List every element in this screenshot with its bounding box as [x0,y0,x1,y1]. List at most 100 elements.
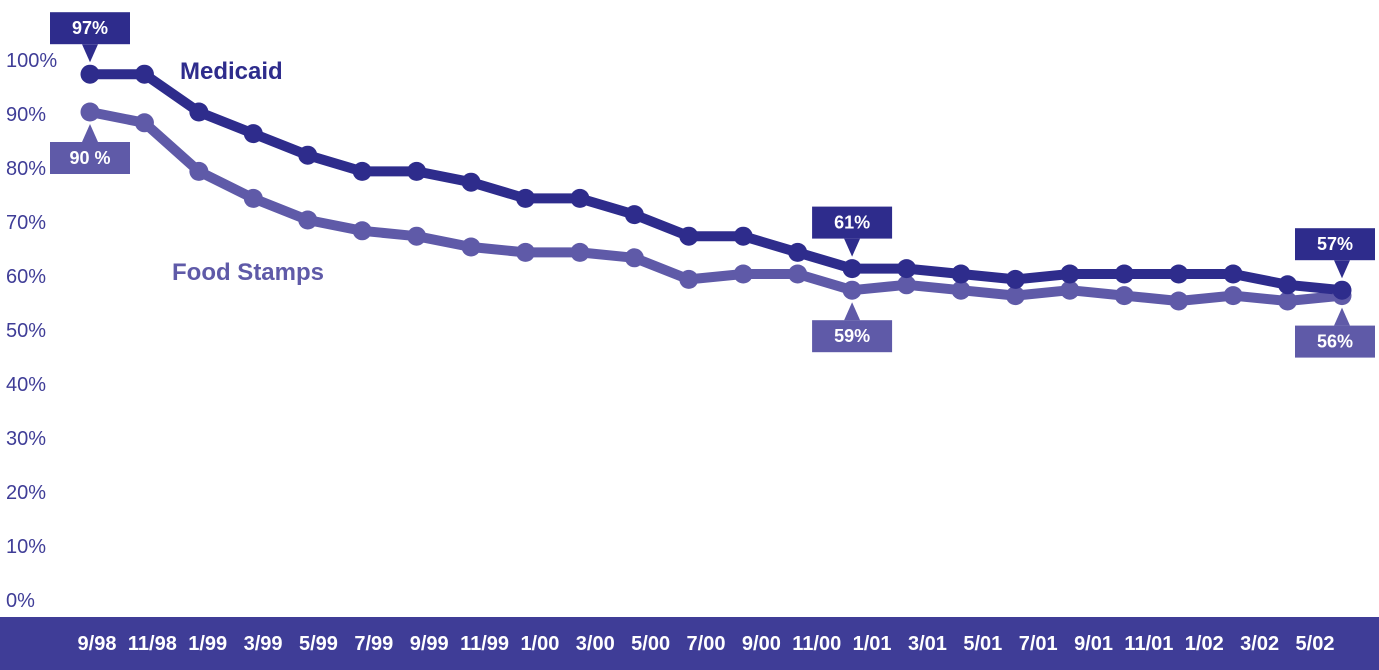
y-tick-label: 50% [6,320,46,342]
x-tick-label: 9/98 [78,633,117,655]
data-point [1223,264,1243,284]
series-label: Food Stamps [172,259,324,286]
data-point [298,145,318,165]
data-point [951,264,971,284]
callout-label: 57% [1317,234,1353,254]
data-point [189,102,209,122]
y-axis: 0% 10% 20% 30% 40% 50% 60% 70% 80% 90% 100% [6,50,57,612]
data-point [788,264,808,284]
data-point [134,64,154,84]
x-axis-bar [0,617,1379,670]
data-point [515,188,535,208]
data-point [679,226,699,246]
data-point [1005,269,1025,289]
callout-box [812,206,893,239]
y-tick-label: 100% [6,50,57,72]
data-point [1060,264,1080,284]
x-tick-label: 9/00 [742,633,781,655]
data-point [842,259,862,279]
x-tick-label: 7/99 [354,633,393,655]
callout-box [50,142,130,174]
callout: 61% [812,206,893,257]
data-point [80,64,100,84]
x-tick-label: 1/99 [188,633,227,655]
y-tick-label: 30% [6,428,46,450]
callout-pointer [844,302,861,321]
y-tick-label: 20% [6,482,46,504]
y-tick-label: 60% [6,266,46,288]
data-point [134,113,154,133]
callout-label: 61% [834,213,870,233]
callout-label: 56% [1317,332,1353,352]
data-point [352,221,372,241]
callout-box [812,320,893,353]
x-tick-label: 3/01 [908,633,947,655]
callout-label: 59% [834,326,870,346]
data-point [461,172,481,192]
callout: 97% [50,12,130,63]
data-point [570,242,590,262]
data-point [515,242,535,262]
x-tick-label: 11/00 [792,633,841,655]
callout: 57% [1295,228,1375,279]
series-labels: Medicaid Food Stamps [172,58,324,286]
callout-box [1295,228,1375,261]
data-point [1005,286,1025,306]
data-point [1278,275,1298,295]
data-point [842,280,862,300]
data-point [461,237,481,257]
y-tick-label: 40% [6,374,46,396]
callout-pointer [1334,260,1350,279]
x-tick-label: 5/02 [1296,633,1335,655]
data-point [897,275,917,295]
callout-label: 97% [72,18,108,38]
callout-box [1295,325,1375,358]
x-tick-label: 11/99 [460,633,509,655]
x-tick-label: 9/01 [1074,633,1113,655]
y-tick-label: 0% [6,590,35,612]
data-point [243,124,263,144]
callout-pointer [844,238,861,257]
data-point [733,264,753,284]
data-point [570,188,590,208]
x-tick-label: 1/01 [853,633,892,655]
data-point [1278,291,1298,311]
y-tick-label: 90% [6,104,46,126]
data-point [951,280,971,300]
series-points [80,64,1352,311]
callout-pointer [82,44,98,63]
data-point [298,210,318,230]
callout: 90 % [50,124,130,174]
x-tick-label: 5/00 [631,633,670,655]
callouts: 97% 90 % 61% 59% 57% 56% [50,12,1375,358]
x-tick-label: 7/00 [687,633,726,655]
x-tick-label: 7/01 [1019,633,1058,655]
data-point [1114,286,1134,306]
x-tick-label: 5/01 [963,633,1002,655]
x-tick-label: 5/99 [299,633,338,655]
callout: 56% [1295,307,1375,358]
data-point [352,161,372,181]
data-point [679,269,699,289]
callout-pointer [1334,307,1350,326]
callout-box [50,12,130,45]
y-tick-label: 10% [6,536,46,558]
data-point [407,161,427,181]
data-point [1332,280,1352,300]
x-axis: 9/98 11/98 1/99 3/99 5/99 7/99 9/99 11/99 1/00 3/… [78,633,1335,655]
data-point [788,242,808,262]
data-point [624,248,644,268]
data-point [733,226,753,246]
callout-pointer [82,124,98,142]
x-tick-label: 1/02 [1185,633,1224,655]
x-tick-label: 9/99 [410,633,449,655]
callout: 59% [812,302,893,353]
x-tick-label: 3/00 [576,633,615,655]
data-point [1060,280,1080,300]
series-label: Medicaid [180,58,283,85]
data-point [1223,286,1243,306]
data-point [1114,264,1134,284]
data-point [407,226,427,246]
data-point [243,188,263,208]
x-tick-label: 11/01 [1124,633,1173,655]
